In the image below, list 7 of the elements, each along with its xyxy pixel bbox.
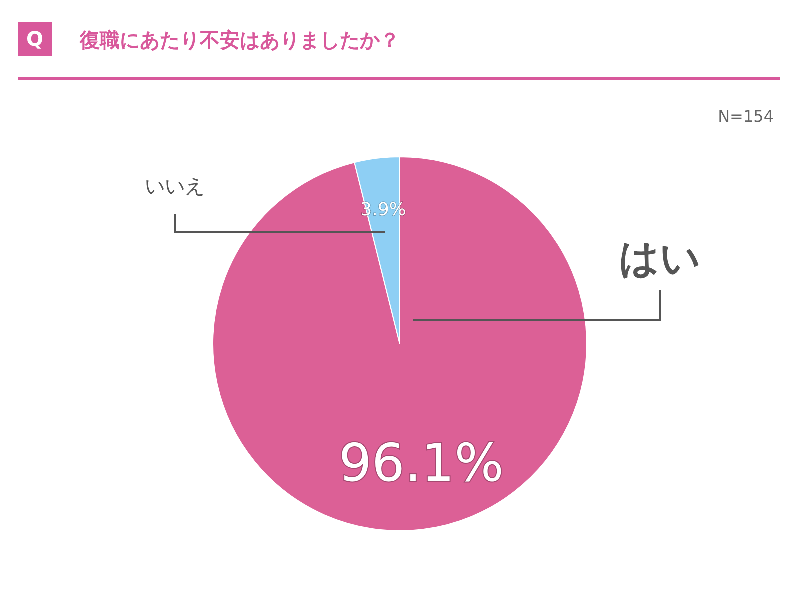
slice-label: はい (619, 236, 701, 282)
data-label: 96.1% (338, 434, 504, 494)
slice-label: いいえ (145, 174, 205, 198)
chart-title: 復職にあたり不安はありましたか？ (79, 28, 400, 52)
pie-slice (212, 156, 588, 532)
q-badge: Q (18, 22, 52, 56)
text: N=154 (718, 107, 774, 126)
